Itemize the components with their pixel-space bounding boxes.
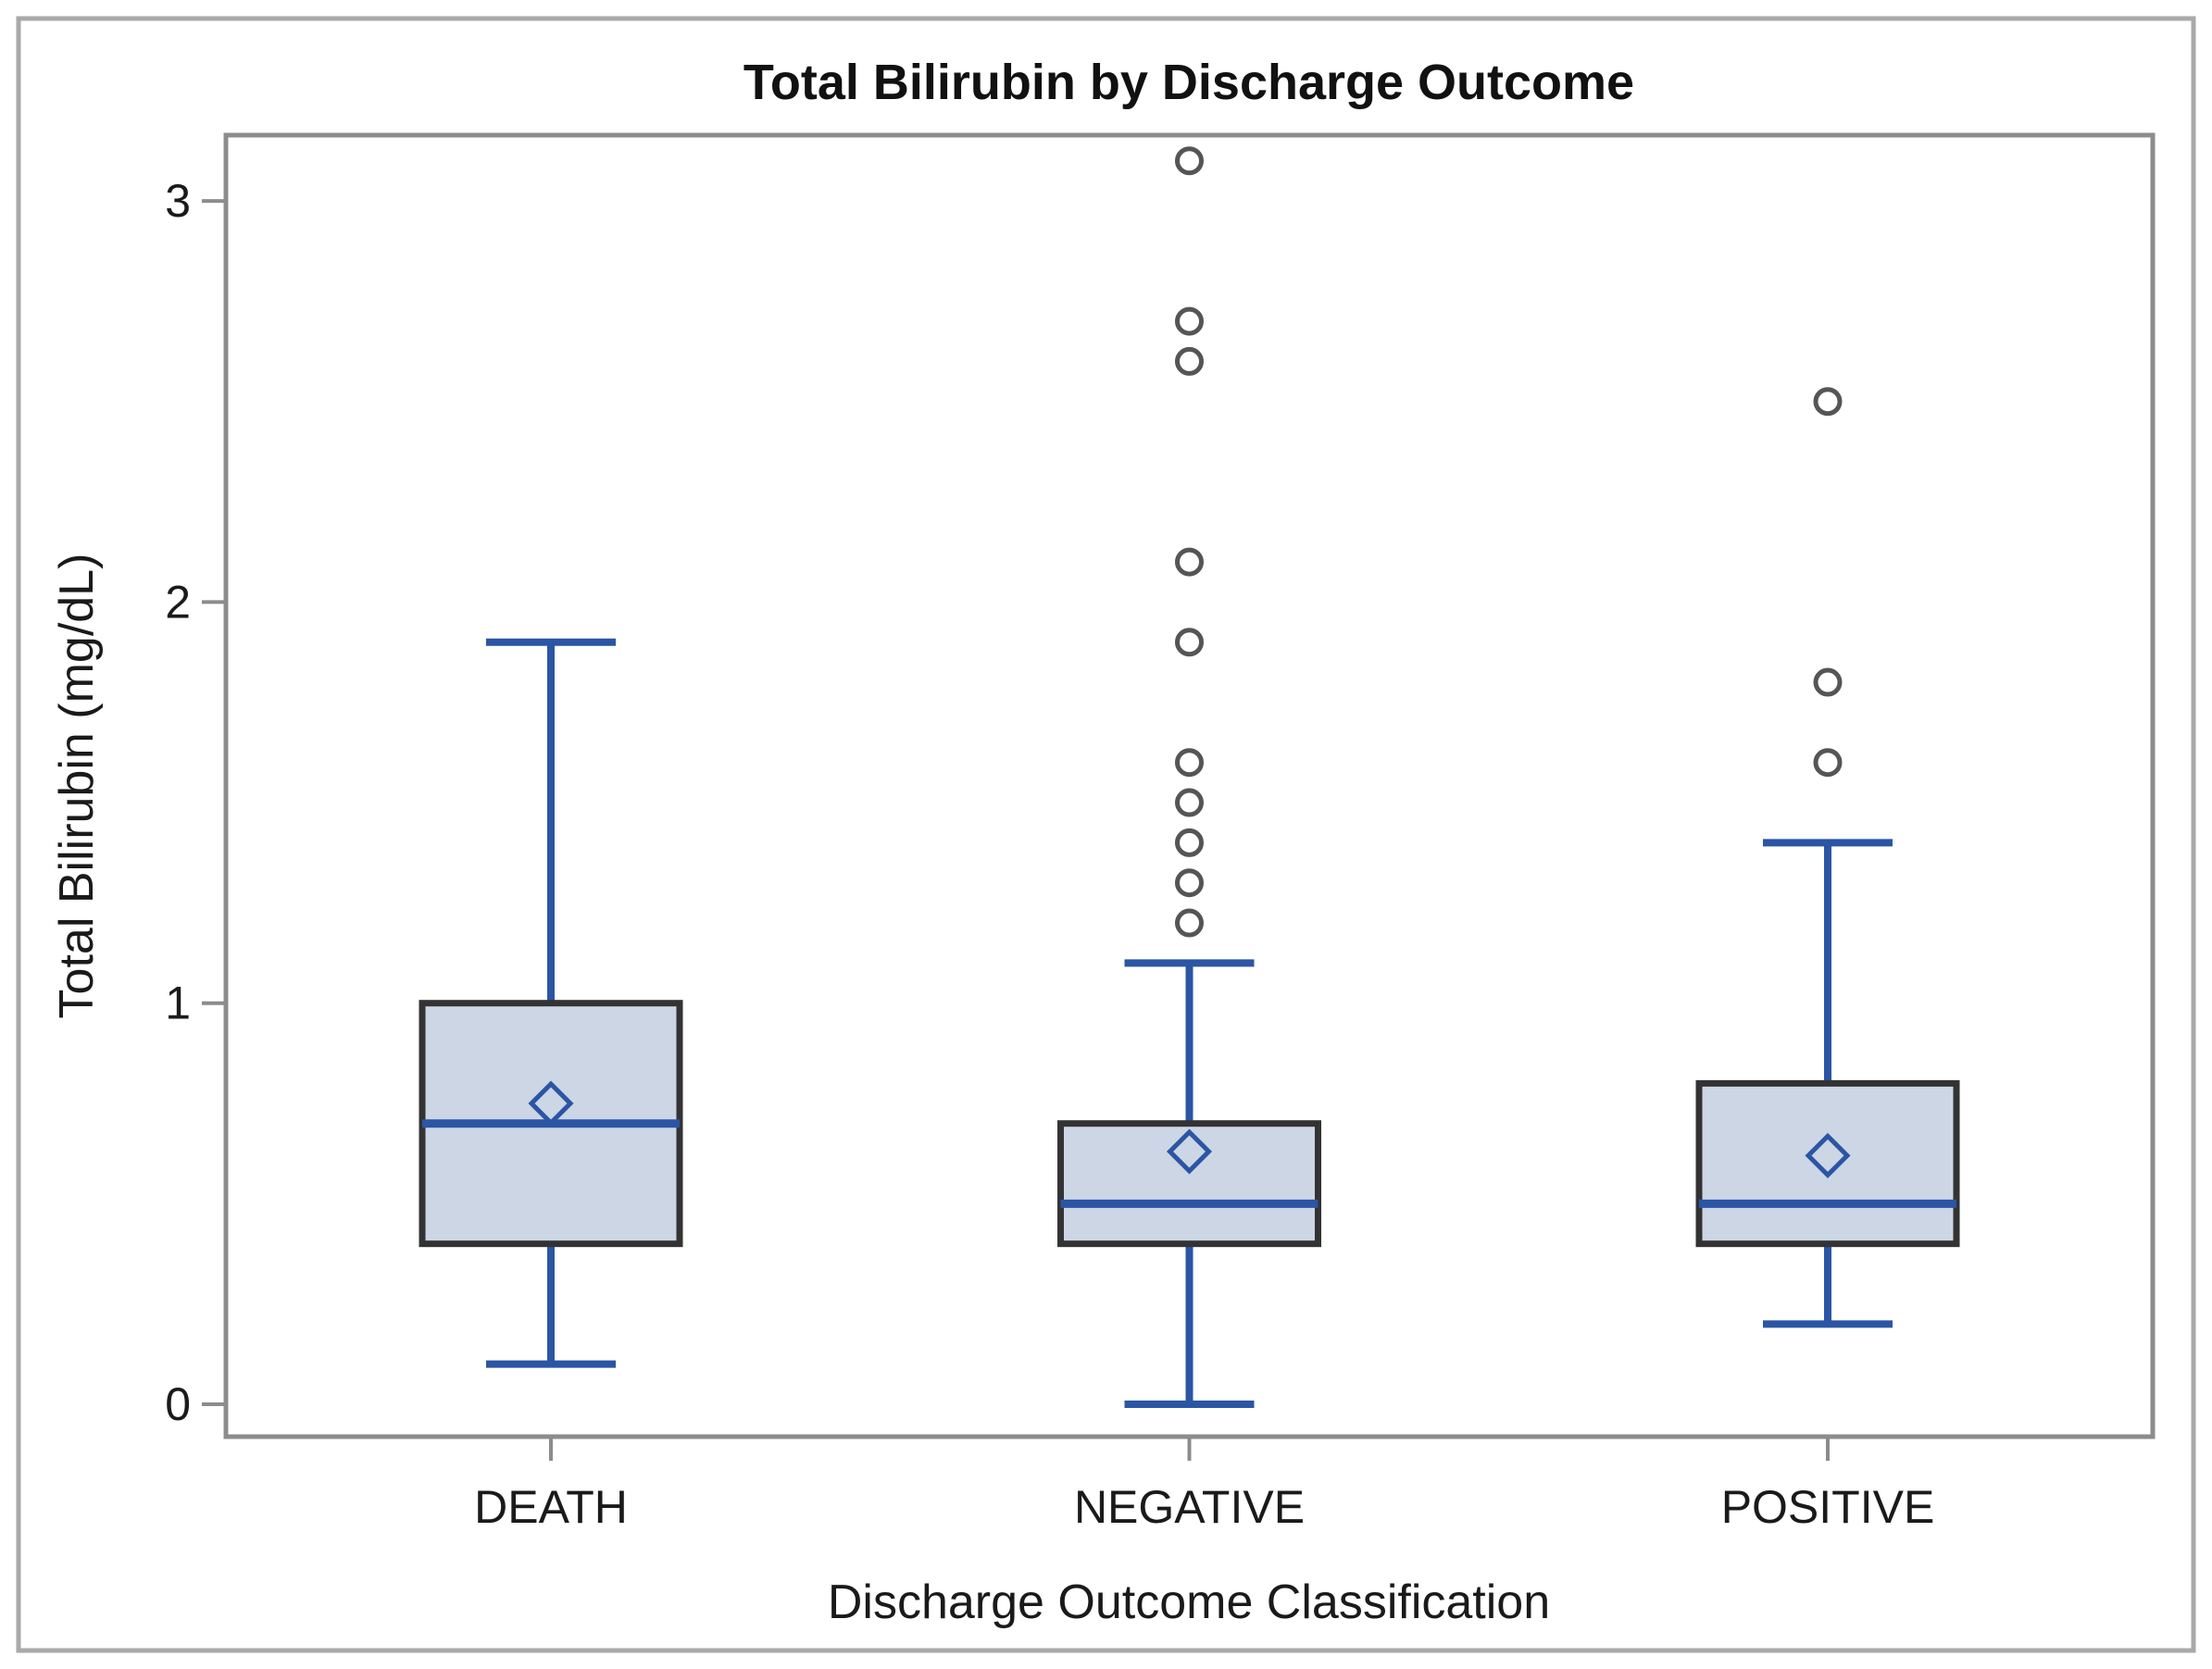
outlier-point-negative bbox=[1175, 868, 1204, 898]
outlier-point-negative bbox=[1175, 788, 1204, 817]
mean-diamond-death bbox=[528, 1080, 574, 1127]
outlier-point-negative bbox=[1175, 628, 1204, 657]
outlier-point-negative bbox=[1175, 908, 1204, 938]
outlier-point-positive bbox=[1813, 748, 1843, 778]
outlier-point-positive bbox=[1813, 667, 1843, 697]
outlier-point-negative bbox=[1175, 748, 1204, 778]
outlier-point-negative bbox=[1175, 346, 1204, 376]
x-category-label: DEATH bbox=[474, 1481, 628, 1533]
x-category-label: NEGATIVE bbox=[1074, 1481, 1305, 1533]
outlier-point-negative bbox=[1175, 146, 1204, 176]
mean-diamond-negative bbox=[1166, 1128, 1213, 1175]
y-tick-label: 0 bbox=[165, 1378, 191, 1430]
outlier-point-negative bbox=[1175, 828, 1204, 857]
outlier-point-positive bbox=[1813, 387, 1843, 417]
box-positive bbox=[1695, 1079, 1960, 1248]
y-tick-label: 1 bbox=[165, 978, 191, 1029]
chart-title: Total Bilirubin by Discharge Outcome bbox=[744, 55, 1634, 110]
mean-diamond-positive bbox=[1805, 1132, 1851, 1178]
y-tick-label: 2 bbox=[165, 576, 191, 628]
outlier-point-negative bbox=[1175, 306, 1204, 336]
figure-outer-border bbox=[16, 16, 2196, 1653]
x-category-label: POSITIVE bbox=[1721, 1481, 1935, 1533]
outlier-point-negative bbox=[1175, 547, 1204, 577]
x-axis-title: Discharge Outcome Classification bbox=[828, 1576, 1550, 1629]
box-negative bbox=[1057, 1120, 1321, 1248]
plot-area: 0 1 2 3 DEATH NEGATIVE POSITIVE bbox=[165, 132, 2156, 1533]
y-axis-title: Total Bilirubin (mg/dL) bbox=[50, 554, 104, 1019]
y-tick-label: 3 bbox=[165, 175, 191, 227]
